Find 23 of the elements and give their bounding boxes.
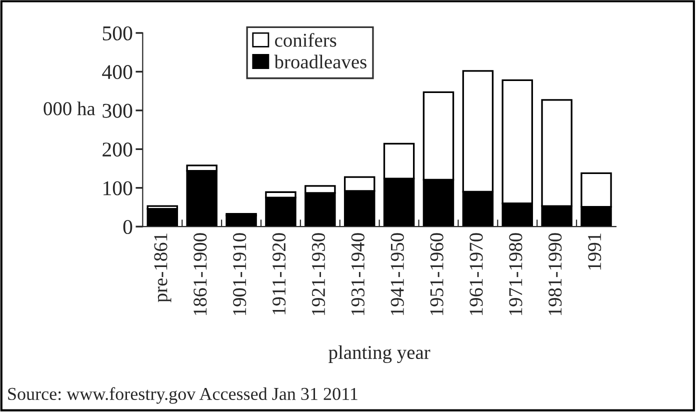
y-tick-label: 200: [102, 142, 132, 157]
y-tick-label: 400: [102, 65, 132, 80]
y-tick-label: 100: [104, 181, 132, 196]
x-tick-label: 1991: [588, 234, 602, 270]
x-tick-label: 1961-1970: [470, 233, 483, 315]
x-tick-label: 1931-1940: [351, 233, 364, 315]
x-tick-label: pre-1861: [154, 234, 172, 302]
x-tick-label: 1901-1910: [233, 233, 246, 315]
y-tick-label: 500: [102, 26, 132, 40]
source-note: Source: www.forestry.gov Accessed Jan 31 2011: [8, 387, 358, 404]
y-axis-title: 000 ha: [44, 102, 96, 116]
legend-label: conifers: [275, 32, 336, 47]
y-tick-label: 300: [102, 104, 132, 118]
x-tick-label: 1941-1950: [390, 233, 404, 315]
x-tick-label: 1981-1990: [548, 233, 562, 315]
x-tick-label: 1951-1960: [430, 233, 444, 315]
x-tick-label: 1921-1930: [312, 233, 326, 315]
x-tick-label: 1911-1920: [272, 233, 286, 314]
x-tick-label: 1971-1980: [509, 233, 522, 315]
legend-label: broadleaves: [274, 54, 366, 68]
y-tick-label: 0: [123, 220, 132, 234]
x-tick-label: 1861-1900: [194, 233, 207, 315]
x-axis-title: planting year: [328, 345, 430, 364]
